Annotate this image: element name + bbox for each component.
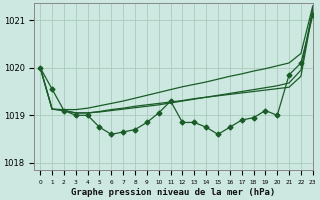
X-axis label: Graphe pression niveau de la mer (hPa): Graphe pression niveau de la mer (hPa) [71, 188, 276, 197]
